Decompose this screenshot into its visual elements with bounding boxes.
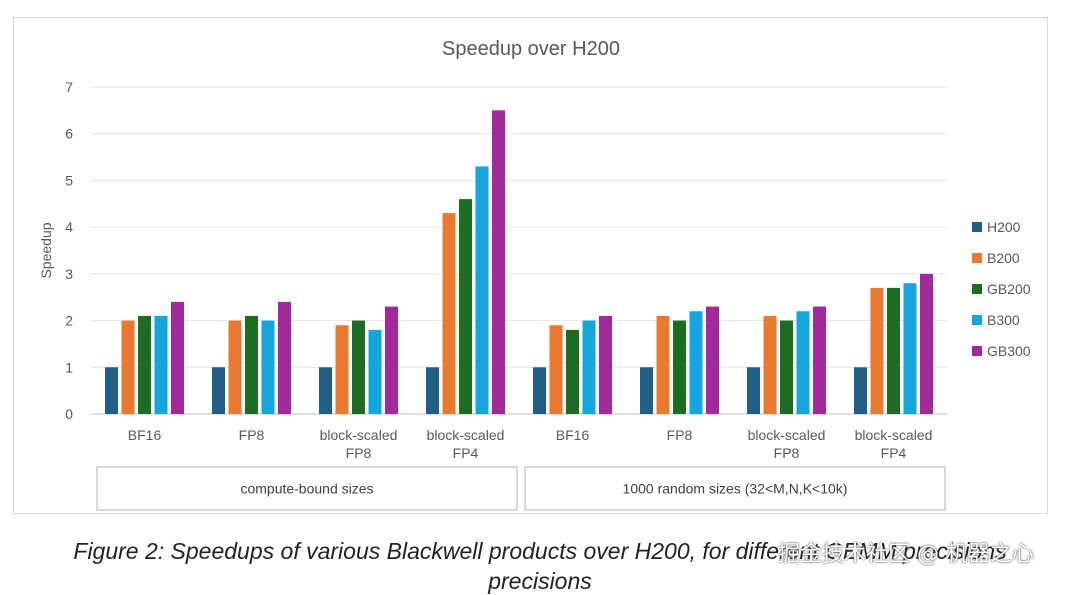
legend-swatch-b200 [972,253,982,263]
legend-label-h200: H200 [987,219,1021,235]
y-tick-label: 3 [65,266,73,282]
bar-b200-1 [121,320,135,414]
bar-h200-3 [319,367,332,414]
legend-swatch-gb200 [972,284,982,294]
x-tick-label: FP8 [667,427,693,443]
watermark-text: 掘金技术社区 @ 机器之心 [778,542,1034,567]
x-tick-label: BF16 [556,427,590,443]
y-tick-label: 5 [65,172,73,188]
category-group-label: compute-bound sizes [240,481,373,497]
bar-b300-3 [368,329,382,414]
legend-label-gb300: GB300 [987,343,1031,359]
bar-gb300-3 [385,306,398,414]
bar-b300-8 [903,283,917,414]
x-tick-label: FP8 [239,427,265,443]
bar-gb200-2 [245,315,258,414]
y-tick-label: 4 [65,219,73,235]
legend-swatch-b300 [972,315,982,325]
bar-gb300-1 [171,301,184,414]
bar-gb200-8 [887,287,900,414]
bar-b200-8 [870,287,884,414]
bar-b200-3 [335,325,349,414]
x-tick-label: FP8 [346,445,372,461]
bar-gb200-5 [566,329,579,414]
speedup-bar-chart: Speedup over H200 Speedup 0 1 2 3 4 5 6 7 BF16 FP8 b… [38,38,1031,511]
bar-gb300-6 [706,306,719,414]
legend-label-b300: B300 [987,312,1020,328]
bar-h200-8 [854,367,867,414]
y-tick-label: 6 [65,126,73,142]
x-tick-label: BF16 [128,427,162,443]
bar-gb300-2 [278,301,291,414]
y-tick-label: 1 [65,359,73,375]
category-group-box [524,466,946,511]
legend-swatch-h200 [972,222,982,232]
bar-gb300-4 [492,110,505,414]
x-tick-label: FP8 [774,445,800,461]
bar-gb200-3 [352,320,365,414]
chart-title: Speedup over H200 [442,38,620,60]
x-tick-label: block-scaled [320,427,398,443]
bar-gb300-7 [813,306,826,414]
x-tick-label: FP4 [881,445,907,461]
bar-gb200-4 [459,199,472,414]
legend-swatch-gb300 [972,346,982,356]
y-axis-label: Speedup [38,222,54,278]
bar-b200-6 [656,315,670,414]
bar-h200-1 [105,367,118,414]
bar-h200-2 [212,367,225,414]
x-tick-label: block-scaled [748,427,826,443]
bar-b200-4 [442,213,456,414]
x-tick-label: block-scaled [427,427,505,443]
figure-caption: Figure 2: Speedups of various Blackwell … [73,538,1007,564]
bar-b300-2 [261,320,275,414]
bar-h200-5 [533,367,546,414]
legend-label-b200: B200 [987,250,1020,266]
bar-gb200-6 [673,320,686,414]
bar-h200-6 [640,367,653,414]
bar-gb300-8 [920,273,933,414]
bar-h200-7 [747,367,760,414]
bar-h200-4 [426,367,439,414]
bar-b300-7 [796,311,810,414]
x-tick-label: block-scaled [855,427,933,443]
bar-b300-1 [154,315,168,414]
category-group-box [96,466,518,511]
y-tick-label: 7 [65,79,73,95]
bar-b200-2 [228,320,242,414]
x-tick-label: FP4 [453,445,479,461]
bar-b300-5 [582,320,596,414]
y-tick-label: 2 [65,313,73,329]
bar-gb200-7 [780,320,793,414]
bar-gb200-1 [138,315,151,414]
bar-b300-4 [475,166,489,414]
bar-b200-5 [549,325,563,414]
bar-b200-7 [763,315,777,414]
category-group-label: 1000 random sizes (32<M,N,K<10k) [623,481,848,497]
chart-frame: Speedup over H200 Speedup 0 1 2 3 4 5 6 7 BF16 FP8 b… [13,17,1048,514]
legend-label-gb200: GB200 [987,281,1031,297]
bar-gb300-5 [599,315,612,414]
bar-b300-6 [689,311,703,414]
y-tick-label: 0 [65,406,73,422]
